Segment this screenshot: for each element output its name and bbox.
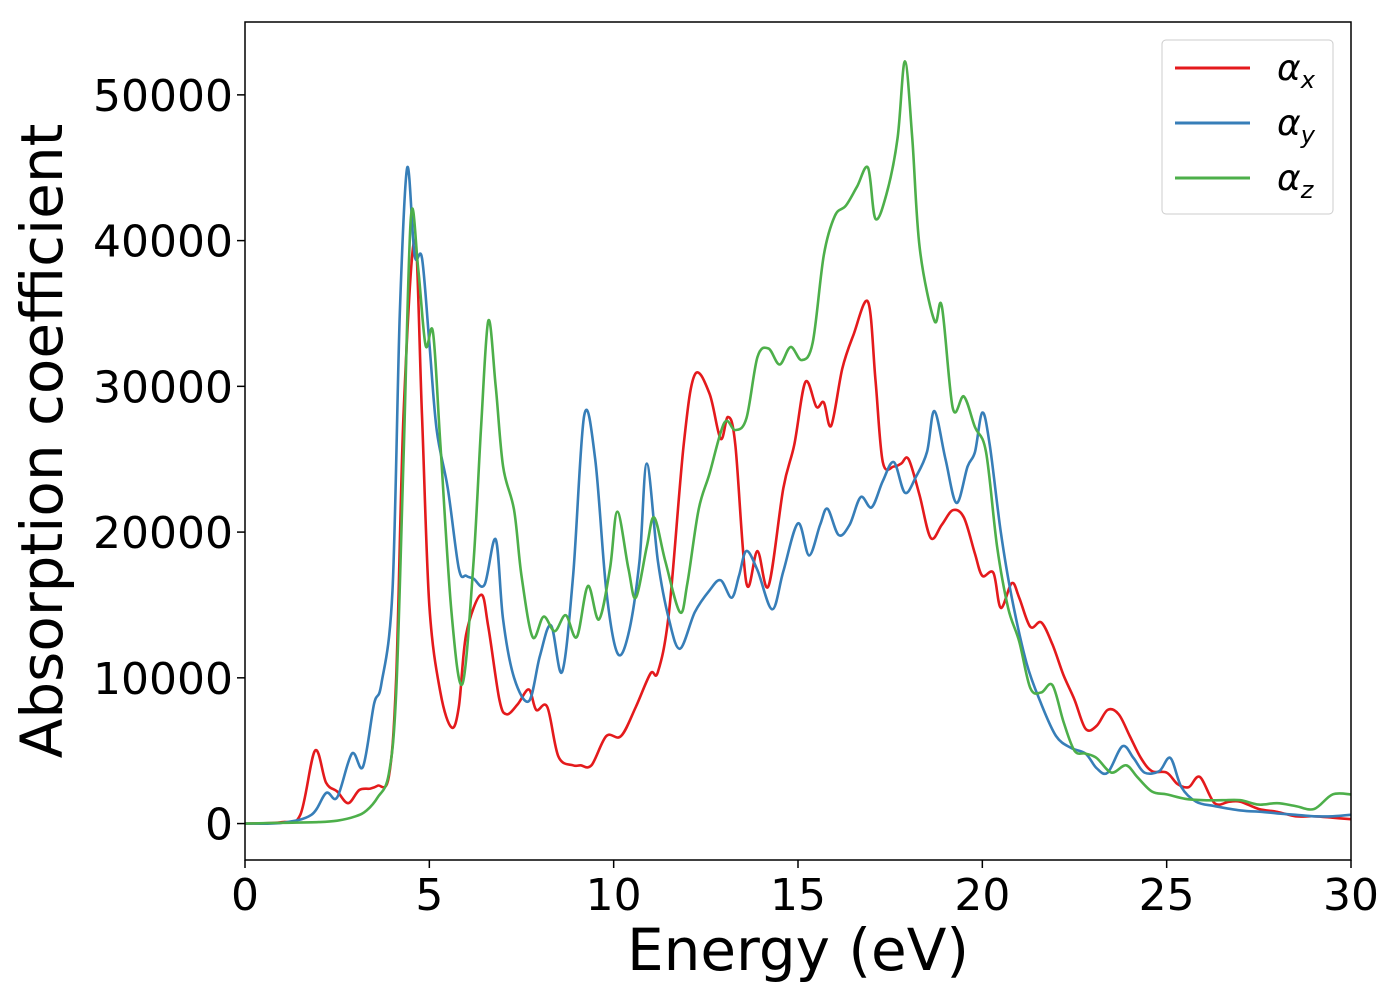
x-tick-label: 25 bbox=[1139, 870, 1195, 921]
x-axis-label: Energy (eV) bbox=[627, 916, 969, 984]
legend-label-x: αx bbox=[1277, 48, 1316, 94]
y-tick-label: 20000 bbox=[93, 508, 233, 559]
series-line-x bbox=[244, 239, 1352, 825]
legend: αx αy αz bbox=[1161, 39, 1334, 215]
legend-label-z: αz bbox=[1277, 158, 1315, 204]
legend-box bbox=[1161, 39, 1334, 215]
x-tick-label: 15 bbox=[770, 870, 826, 921]
y-tick-label: 30000 bbox=[93, 362, 233, 413]
x-tick-label: 10 bbox=[586, 870, 642, 921]
series-layer bbox=[244, 60, 1352, 825]
x-tick-label: 5 bbox=[415, 870, 443, 921]
legend-label-y: αy bbox=[1277, 103, 1316, 149]
y-tick-label: 0 bbox=[205, 800, 233, 851]
x-tick-label: 30 bbox=[1323, 870, 1379, 921]
x-tick-label: 20 bbox=[954, 870, 1010, 921]
y-tick-label: 40000 bbox=[93, 217, 233, 268]
y-tick-label: 50000 bbox=[93, 71, 233, 122]
y-tick-label: 10000 bbox=[93, 654, 233, 705]
x-tick-label: 0 bbox=[231, 870, 259, 921]
x-axis-ticks: 0 5 10 15 20 25 30 bbox=[231, 860, 1379, 921]
y-axis-ticks: 0 10000 20000 30000 40000 50000 bbox=[93, 71, 245, 851]
series-line-z bbox=[244, 60, 1352, 825]
y-axis-label: Absorption coefficient bbox=[8, 124, 76, 759]
